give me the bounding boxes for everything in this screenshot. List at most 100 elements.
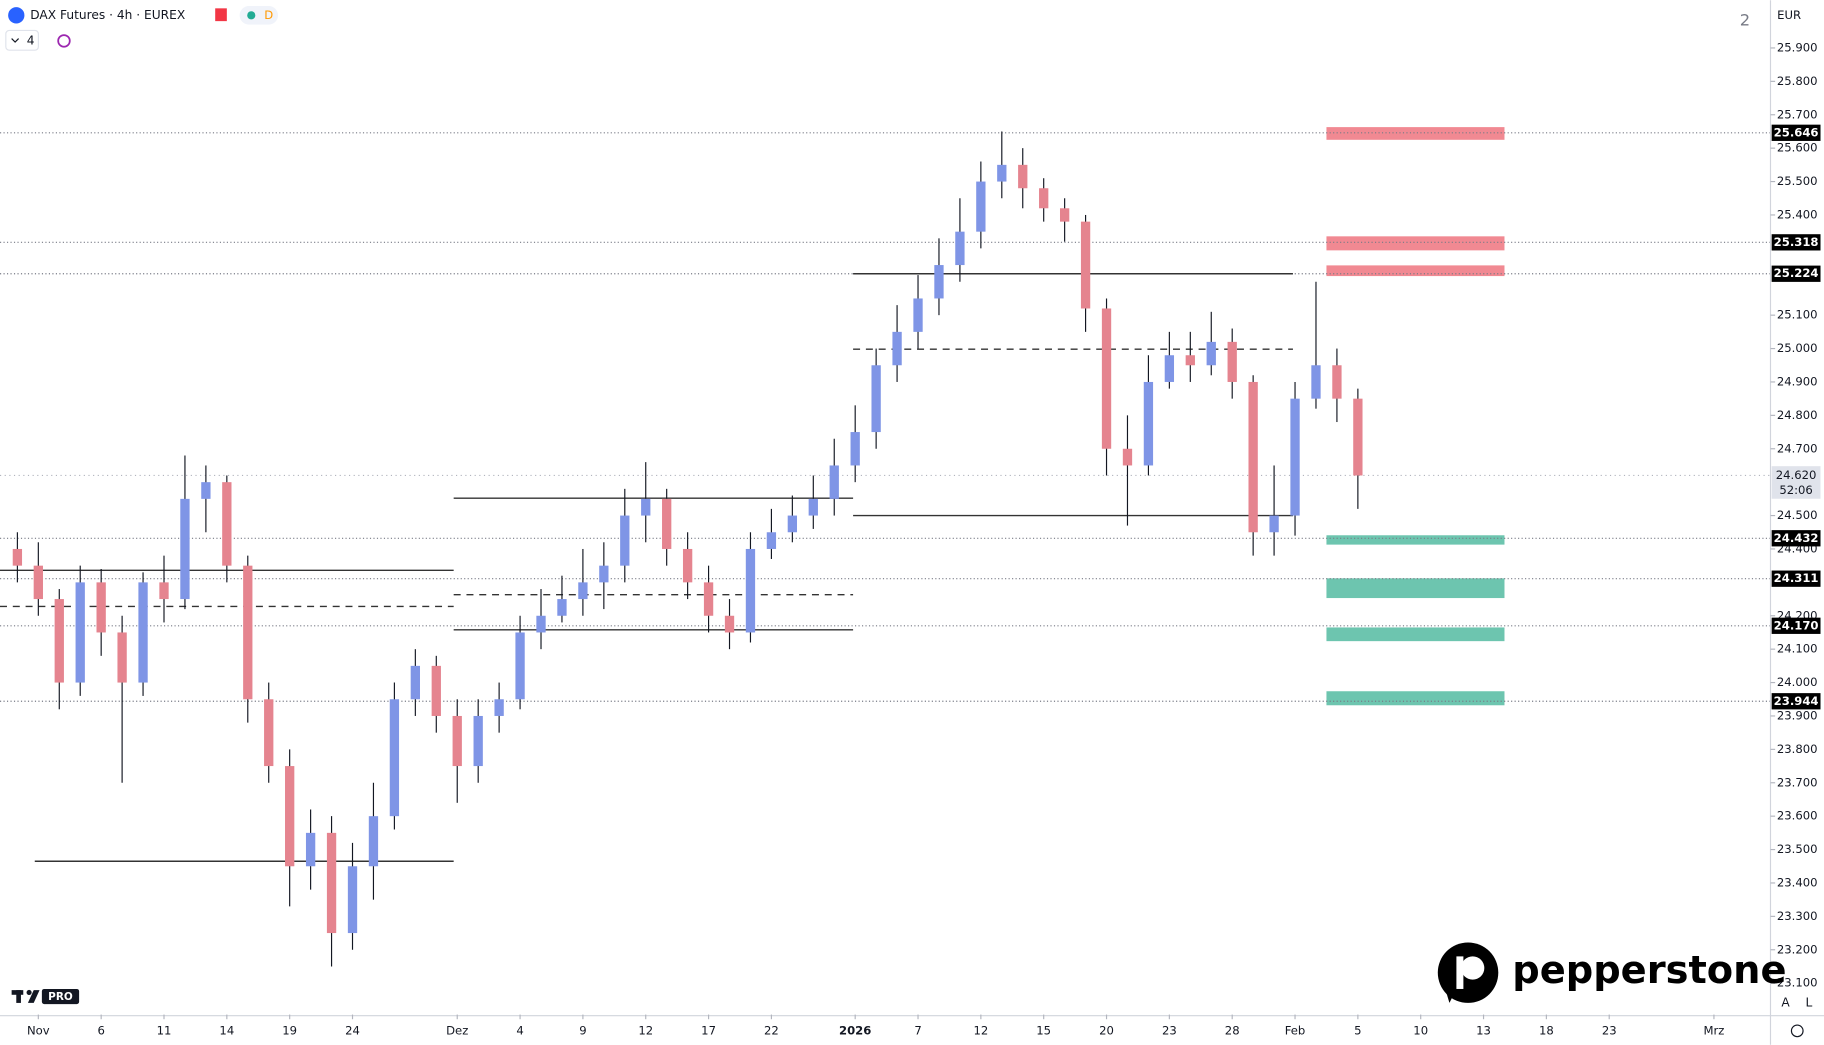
zone (1326, 265, 1505, 277)
zone (1326, 127, 1505, 140)
x-tick-label: 18 (1539, 1023, 1554, 1037)
symbol-icon[interactable] (8, 7, 25, 24)
candle-body (1039, 188, 1049, 209)
scale-button[interactable]: L (1805, 995, 1812, 1009)
sync-icon[interactable] (57, 34, 71, 48)
x-tick-label: 12 (638, 1023, 653, 1037)
symbol-title[interactable]: DAX Futures · 4h · EUREX (30, 8, 185, 22)
candle-body (620, 515, 630, 566)
settings-icon[interactable] (1790, 1024, 1804, 1038)
indicators-toggle[interactable] (5, 29, 39, 51)
candle-body (264, 699, 274, 767)
logo-tag: PRO (48, 991, 73, 1003)
candle-body (1059, 208, 1070, 222)
status-dot (247, 11, 256, 20)
x-tick-label: Mrz (1703, 1023, 1724, 1037)
level-label-box (1771, 693, 1821, 710)
candles-layer (12, 131, 1363, 967)
current-price-box (1771, 466, 1821, 499)
x-tick-label: Dez (446, 1023, 468, 1037)
y-tick-label: 24.000 (1777, 675, 1818, 689)
zone (1326, 627, 1505, 642)
y-tick-label: 24.800 (1777, 408, 1818, 422)
x-tick-label: 6 (97, 1023, 104, 1037)
zone (1326, 236, 1505, 251)
candle-body (305, 832, 316, 867)
candle-body (997, 164, 1007, 182)
candle-body (452, 715, 462, 767)
candle-body (1248, 381, 1258, 533)
candle-body (1143, 381, 1154, 466)
candle-body (850, 432, 860, 466)
layout-number: 2 (1740, 11, 1750, 30)
candle-body (494, 699, 504, 716)
candle-body (892, 331, 902, 366)
candle-body (159, 582, 169, 600)
y-tick-label: 25.400 (1777, 207, 1818, 221)
y-tick-label: 24.700 (1777, 441, 1818, 455)
zones-layer (1326, 127, 1505, 706)
candle-body (536, 615, 546, 633)
candle-body (787, 515, 798, 533)
candle-body (641, 498, 651, 516)
candle-body (662, 498, 672, 549)
candle-body (368, 816, 379, 867)
y-tick-label: 23.500 (1777, 842, 1818, 856)
candle-body (389, 699, 400, 817)
indicator-count: 4 (27, 33, 35, 47)
y-tick-label: 23.300 (1777, 909, 1818, 923)
level-label: 24.311 (1774, 571, 1819, 585)
candle-body (12, 548, 23, 566)
level-label: 23.944 (1774, 694, 1819, 708)
candle-body (222, 482, 232, 566)
y-tick-label: 25.000 (1777, 341, 1818, 355)
candle-body (871, 365, 881, 433)
candle-body (515, 632, 525, 700)
candle-body (724, 615, 735, 633)
candle-body (578, 582, 588, 600)
x-tick-label: 4 (516, 1023, 523, 1037)
x-tick-label: 15 (1036, 1023, 1051, 1037)
candle-body (703, 582, 714, 616)
flag-icon[interactable] (215, 8, 227, 22)
y-tick-label: 25.100 (1777, 308, 1818, 322)
candle-body (1080, 221, 1091, 309)
candle-body (96, 582, 106, 633)
currency-label[interactable]: EUR (1777, 8, 1801, 22)
level-label-box (1771, 265, 1821, 282)
x-tick-label: 28 (1225, 1023, 1240, 1037)
candle-body (1353, 398, 1363, 476)
candle-body (955, 231, 965, 266)
y-tick-label: 23.400 (1777, 875, 1818, 889)
y-tick-label: 24.900 (1777, 374, 1818, 388)
level-label-box (1771, 617, 1821, 634)
x-tick-label: 9 (579, 1023, 586, 1037)
x-tick-label: 14 (219, 1023, 234, 1037)
zone (1326, 691, 1505, 706)
candle-body (1227, 341, 1237, 382)
scale-button[interactable]: A (1781, 995, 1790, 1009)
candle-body (201, 482, 211, 499)
y-tick-label: 24.100 (1777, 642, 1818, 656)
level-label-box (1771, 530, 1821, 547)
y-tick-label: 25.600 (1777, 141, 1818, 155)
level-label: 24.432 (1774, 531, 1819, 545)
y-tick-label: 23.700 (1777, 775, 1818, 789)
candle-body (431, 665, 441, 716)
x-tick-label: 19 (282, 1023, 297, 1037)
candle-body (1164, 355, 1175, 382)
status-pill[interactable] (239, 6, 279, 25)
candle-body (1269, 515, 1279, 533)
candle-body (75, 582, 85, 683)
candle-body (1311, 365, 1321, 399)
y-tick-label: 23.800 (1777, 742, 1818, 756)
candle-body (117, 632, 127, 683)
candle-body (1290, 398, 1300, 516)
x-tick-label: 13 (1476, 1023, 1491, 1037)
candle-body (1332, 365, 1342, 399)
candle-body (180, 498, 190, 600)
level-label-box (1771, 124, 1821, 141)
candle-body (1122, 448, 1133, 466)
y-tick-label: 23.100 (1777, 976, 1818, 990)
